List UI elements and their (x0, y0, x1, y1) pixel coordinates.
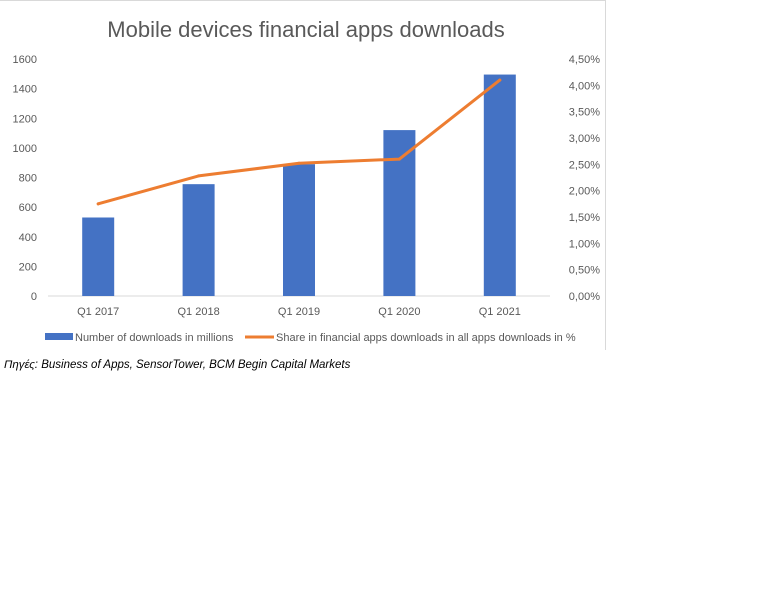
bar (383, 130, 416, 296)
chart-title: Mobile devices financial apps downloads (107, 17, 504, 42)
left-axis: 0 200 400 600 800 1000 1200 1400 1600 (13, 54, 37, 303)
right-tick-label: 2,50% (569, 159, 600, 171)
x-tick-label: Q1 2017 (77, 306, 119, 318)
left-tick-label: 1400 (13, 84, 37, 96)
line-series (96, 78, 502, 206)
bar (483, 74, 516, 296)
right-tick-label: 3,50% (569, 107, 600, 119)
line-point (96, 202, 100, 206)
right-tick-label: 1,00% (569, 238, 600, 250)
line-point (197, 174, 201, 178)
left-tick-label: 1000 (13, 143, 37, 155)
x-tick-label: Q1 2018 (177, 306, 219, 318)
left-tick-label: 800 (19, 173, 37, 185)
legend-label-bar: Number of downloads in millions (75, 332, 234, 344)
legend: Number of downloads in millions Share in… (45, 332, 576, 344)
right-tick-label: 3,00% (569, 133, 600, 145)
left-tick-label: 0 (31, 291, 37, 303)
line-point (498, 78, 502, 82)
left-tick-label: 1600 (13, 54, 37, 66)
legend-swatch-bar (45, 333, 73, 340)
bar (283, 164, 315, 296)
right-tick-label: 4,50% (569, 54, 600, 66)
x-tick-label: Q1 2021 (479, 306, 521, 318)
left-tick-label: 400 (19, 232, 37, 244)
left-tick-label: 200 (19, 261, 37, 273)
chart-frame: Mobile devices financial apps downloads … (0, 0, 606, 350)
right-tick-label: 1,50% (569, 212, 600, 224)
right-tick-label: 0,50% (569, 265, 600, 277)
bar (82, 217, 115, 296)
right-tick-label: 4,00% (569, 80, 600, 92)
line-point (297, 161, 301, 165)
x-tick-label: Q1 2020 (378, 306, 420, 318)
left-tick-label: 1200 (13, 113, 37, 125)
line-point (397, 157, 401, 161)
right-tick-label: 0,00% (569, 291, 600, 303)
legend-label-line: Share in financial apps downloads in all… (276, 332, 576, 344)
bar-series (82, 74, 516, 296)
left-tick-label: 600 (19, 202, 37, 214)
combo-chart: Mobile devices financial apps downloads … (13, 17, 601, 344)
bar (182, 184, 215, 296)
right-axis: 0,00% 0,50% 1,00% 1,50% 2,00% 2,50% 3,00% 3,50%… (569, 54, 600, 303)
x-tick-label: Q1 2019 (278, 306, 320, 318)
right-tick-label: 2,00% (569, 186, 600, 198)
source-note: Πηγές: Business of Apps, SensorTower, BC… (4, 359, 351, 371)
x-axis: Q1 2017 Q1 2018 Q1 2019 Q1 2020 Q1 2021 (77, 306, 521, 318)
